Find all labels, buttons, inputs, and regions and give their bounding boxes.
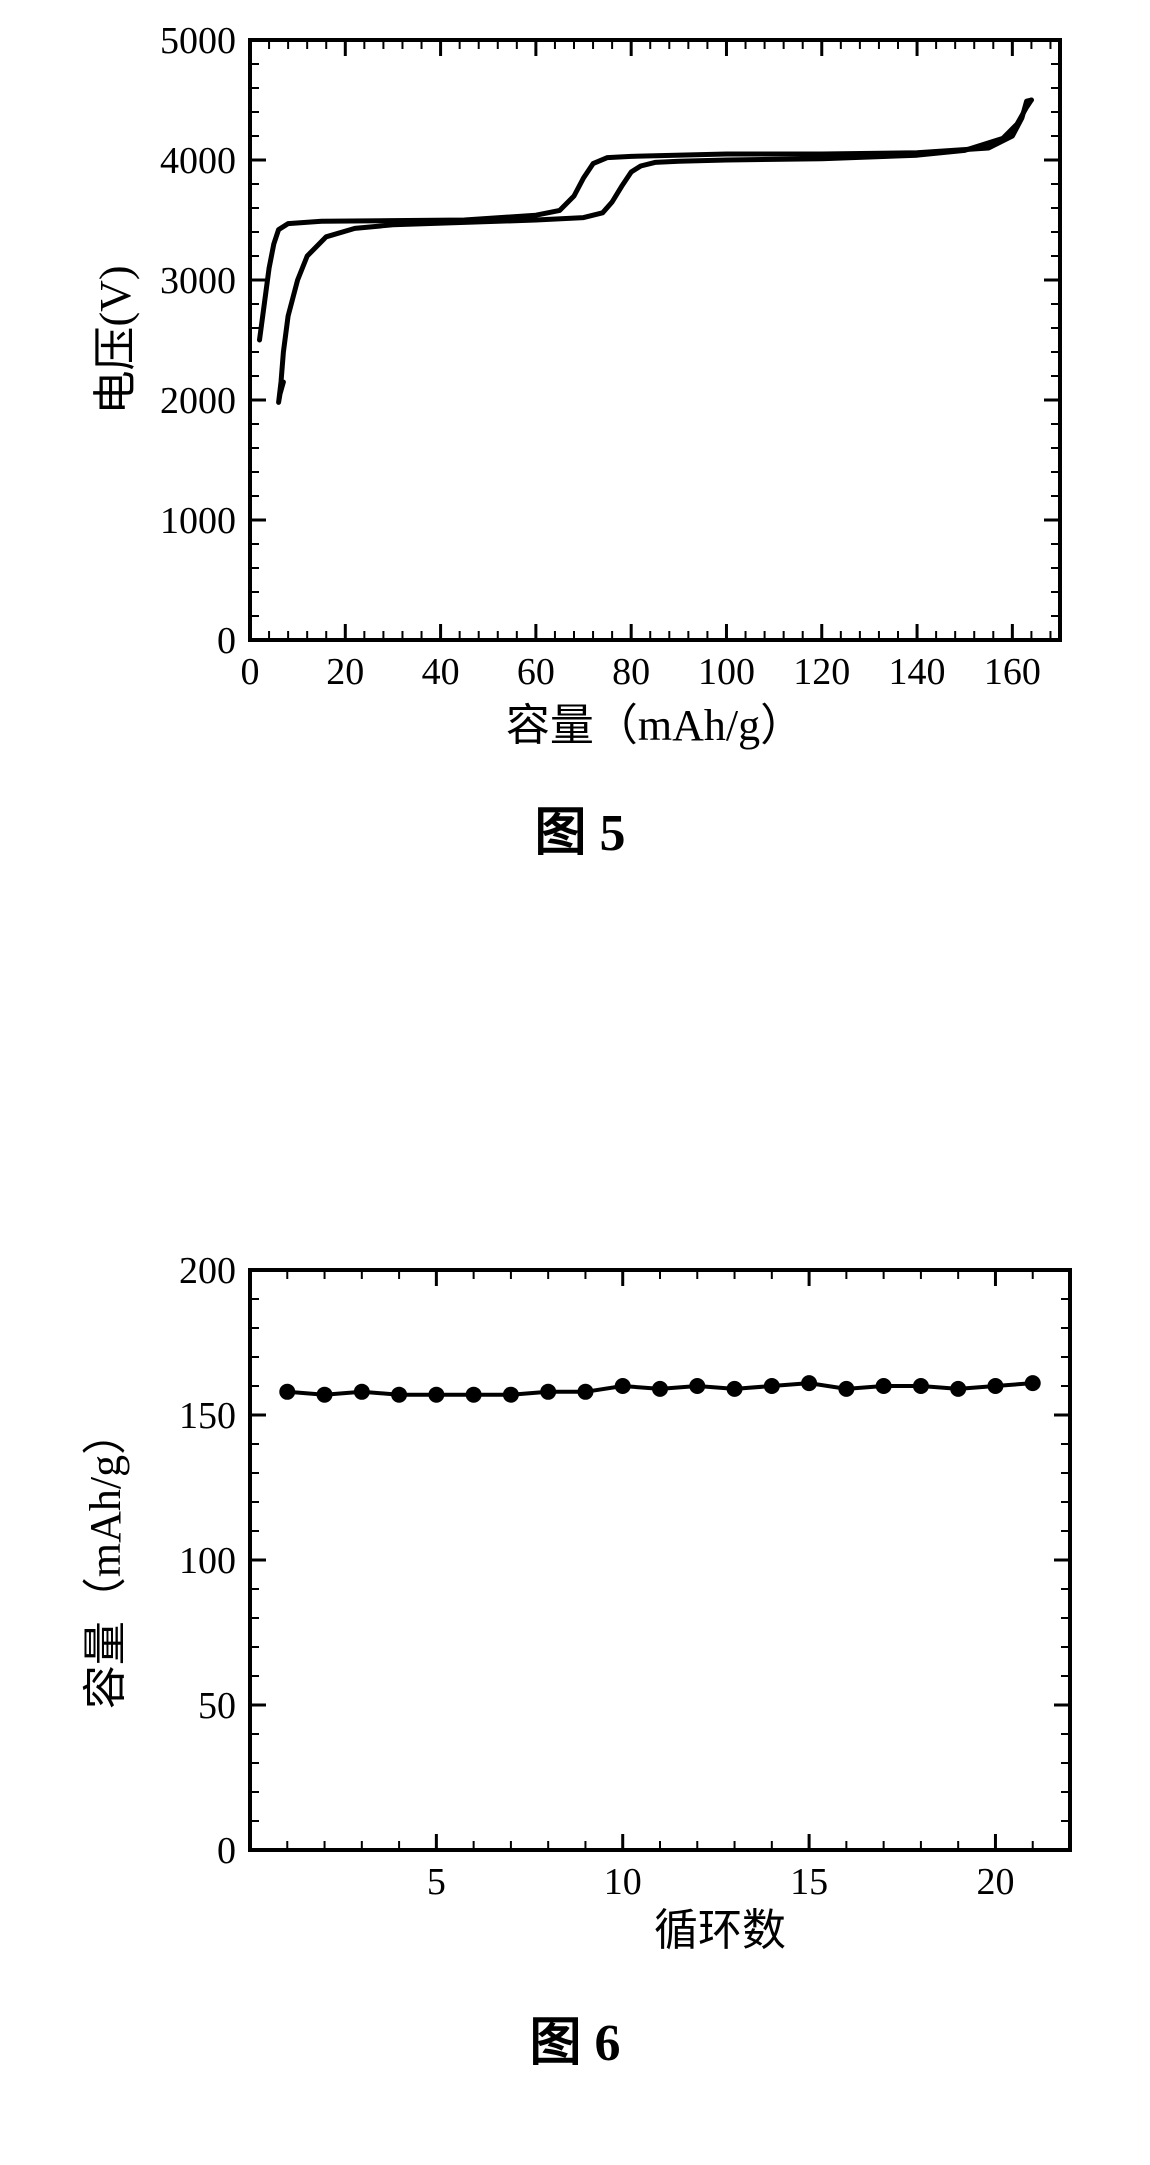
fig6-point — [987, 1378, 1003, 1394]
fig6-ytick-label: 0 — [217, 1830, 236, 1872]
fig6-ytick-label: 100 — [179, 1540, 236, 1582]
fig6-caption: 图 6 — [60, 2000, 1090, 2075]
fig5-xtick-label: 80 — [612, 651, 650, 693]
fig5-xtick-label: 120 — [793, 651, 850, 693]
fig6-point — [279, 1384, 295, 1400]
fig6-point — [876, 1378, 892, 1394]
fig6-ytick-label: 200 — [179, 1250, 236, 1292]
fig6-point — [391, 1387, 407, 1403]
fig5-panel: 0 20 40 60 80 100 120 140 160 0 1000 2000 3000 4000 50… — [80, 20, 1080, 920]
fig5-xtick-label: 40 — [422, 651, 460, 693]
fig5-ytick-label: 5000 — [160, 20, 236, 62]
fig6-point — [913, 1378, 929, 1394]
fig6-point — [689, 1378, 705, 1394]
fig6-point — [1025, 1375, 1041, 1391]
fig5-caption: 图 5 — [80, 790, 1080, 865]
fig5-series-charge — [260, 100, 1032, 340]
fig5-chart: 0 20 40 60 80 100 120 140 160 0 1000 2000 3000 4000 50… — [80, 20, 1080, 760]
fig6-ylabel: 容量（mAh/g） — [81, 1411, 130, 1709]
fig6-point — [354, 1384, 370, 1400]
fig6-xtick-label: 15 — [790, 1861, 828, 1903]
fig6-xlabel: 循环数 — [654, 1906, 786, 1955]
fig5-xlabel: 容量（mAh/g） — [506, 701, 804, 750]
fig6-ytick-label: 150 — [179, 1395, 236, 1437]
fig6-point — [428, 1387, 444, 1403]
fig6-chart: 5101520050100150200循环数容量（mAh/g） — [60, 1250, 1090, 1970]
fig5-xtick-label: 0 — [241, 651, 260, 693]
fig6-point — [801, 1375, 817, 1391]
fig6-point — [317, 1387, 333, 1403]
fig6-point — [540, 1384, 556, 1400]
fig6-point — [577, 1384, 593, 1400]
fig6-point — [950, 1381, 966, 1397]
fig6-point — [615, 1378, 631, 1394]
fig5-ytick-label: 2000 — [160, 380, 236, 422]
fig5-ytick-label: 1000 — [160, 500, 236, 542]
fig5-xtick-label: 160 — [984, 651, 1041, 693]
fig5-series-discharge — [279, 100, 1032, 402]
fig6-point — [652, 1381, 668, 1397]
fig5-ytick-label: 4000 — [160, 140, 236, 182]
fig5-xtick-label: 100 — [698, 651, 755, 693]
fig5-xtick-label: 140 — [889, 651, 946, 693]
fig5-xtick-label: 20 — [326, 651, 364, 693]
fig6-xtick-label: 5 — [427, 1861, 446, 1903]
fig6-point — [727, 1381, 743, 1397]
fig6-xtick-label: 10 — [604, 1861, 642, 1903]
fig6-ytick-label: 50 — [198, 1685, 236, 1727]
fig5-xtick-label: 60 — [517, 651, 555, 693]
fig6-point — [466, 1387, 482, 1403]
fig6-point — [764, 1378, 780, 1394]
fig6-point — [503, 1387, 519, 1403]
fig5-ytick-label: 0 — [217, 620, 236, 662]
fig5-ylabel: 电压(V) — [91, 265, 140, 414]
fig5-ytick-label: 3000 — [160, 260, 236, 302]
fig6-xtick-label: 20 — [976, 1861, 1014, 1903]
fig6-point — [838, 1381, 854, 1397]
fig6-panel: 5101520050100150200循环数容量（mAh/g） 图 6 — [60, 1250, 1090, 2150]
